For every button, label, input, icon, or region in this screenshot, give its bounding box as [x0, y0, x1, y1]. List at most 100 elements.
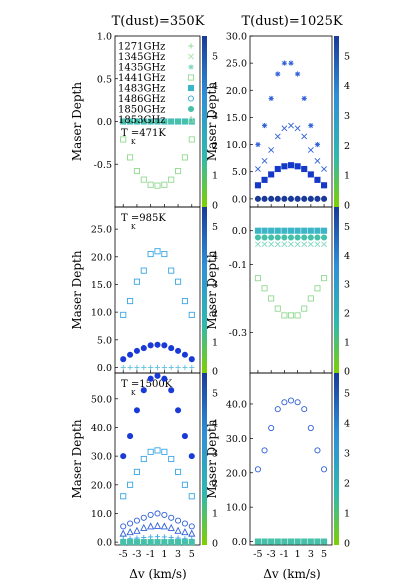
legend-marker [187, 95, 195, 102]
colorbar-tick-label: 3 [212, 280, 218, 291]
data-point [268, 171, 275, 178]
annotation-subscript: K [131, 224, 136, 231]
data-point [294, 234, 301, 241]
y-tick-label: -0.5 [94, 160, 112, 171]
data-point [127, 364, 133, 371]
data-point [181, 154, 188, 161]
y-tick-label: 15.0 [91, 280, 112, 291]
data-point [321, 166, 327, 172]
data-point [133, 468, 140, 475]
legend: 1271GHz1345GHz1435GHz1441GHz1483GHz1486G… [118, 42, 195, 126]
data-point [281, 538, 288, 545]
data-point [140, 267, 147, 274]
data-point [140, 118, 147, 125]
data-point [120, 118, 127, 125]
data-point [254, 538, 261, 545]
colorbar-tick-label: 2 [344, 479, 350, 490]
x-tick-label: -1 [280, 549, 289, 560]
y-tick-label: 20.0 [91, 252, 112, 263]
data-point [168, 364, 174, 371]
data-point [161, 181, 168, 188]
y-tick-label: 20.0 [226, 86, 247, 97]
x-tick-label: 5 [321, 549, 327, 560]
data-point [321, 275, 328, 282]
data-point [120, 311, 127, 318]
colorbar-tick-label: 0 [212, 367, 218, 378]
data-point [274, 165, 281, 173]
temperature-annotation: T =1500K [121, 379, 173, 390]
colorbar-tick-label: 1 [344, 338, 350, 349]
data-point [167, 523, 175, 531]
panel-top-right: 30.0 25.0 20.0 15.0 10.0 5.0 0.0 Maser Depth 0 1 2… [205, 32, 350, 212]
column-title-left: T(dust)=350K [112, 14, 205, 29]
colorbar-tick-label: 4 [344, 419, 350, 430]
data-point [127, 520, 134, 527]
legend-entry-label: 1850GHz [118, 105, 165, 116]
data-point [133, 407, 140, 414]
data-point [168, 176, 175, 183]
legend-marker [187, 84, 195, 92]
colorbar [334, 207, 339, 373]
colorbar-tick-label: 1 [212, 509, 218, 520]
data-point [261, 241, 268, 248]
data-point [161, 511, 168, 518]
y-tick-label: 50.0 [91, 394, 112, 405]
colorbar-tick-label: 3 [344, 280, 350, 291]
data-point [254, 234, 261, 241]
data-point [120, 453, 127, 460]
data-point [314, 141, 321, 148]
y-tick-label: 15.0 [226, 113, 247, 124]
data-point [133, 539, 140, 546]
data-point [314, 447, 321, 454]
data-point [120, 136, 127, 143]
data-point [281, 60, 287, 66]
colorbar-tick-label: 5 [212, 51, 218, 62]
colorbar-tick-label: 5 [344, 389, 350, 400]
legend-marker [187, 74, 195, 81]
data-point [287, 397, 295, 404]
legend-entry-label: 1486GHz [118, 94, 165, 105]
colorbar-tick-label: 2 [212, 309, 218, 320]
y-tick-label: 40.0 [226, 399, 247, 410]
data-point [154, 182, 161, 189]
data-point [287, 312, 295, 319]
colorbar-tick-label: 0 [344, 367, 350, 378]
y-tick-label: 20.0 [91, 480, 112, 491]
data-point [147, 511, 154, 518]
data-point [268, 227, 275, 234]
data-point [154, 341, 161, 348]
data-point [307, 147, 314, 153]
data-point [307, 424, 314, 432]
data-point [120, 523, 127, 530]
legend-entry-label: 1853GHz [118, 115, 165, 126]
data-point [314, 285, 321, 292]
data-point [127, 118, 134, 125]
y-tick-label: 1.0 [97, 32, 112, 43]
data-point [301, 227, 308, 234]
data-point [274, 406, 281, 413]
colorbar-tick-label: 0 [344, 539, 350, 550]
y-tick-label: 40.0 [91, 423, 112, 434]
data-point [294, 399, 301, 406]
temperature-annotation: T =985K [121, 213, 166, 224]
data-point [141, 364, 147, 371]
colorbar-tick-label: 2 [212, 141, 218, 152]
data-point [294, 195, 301, 202]
data-point [301, 538, 308, 545]
data-point [261, 234, 268, 241]
data-point [133, 168, 140, 175]
data-point [307, 171, 314, 178]
data-point [126, 528, 134, 536]
data-point [120, 493, 127, 500]
data-point [148, 364, 154, 371]
data-point [274, 538, 281, 545]
data-point [287, 195, 295, 202]
y-axis-label: Maser Depth [70, 82, 84, 161]
data-point [321, 466, 328, 473]
data-point [188, 523, 195, 530]
data-point [301, 195, 308, 202]
data-point [288, 122, 294, 129]
x-tick-label: -3 [267, 549, 276, 560]
